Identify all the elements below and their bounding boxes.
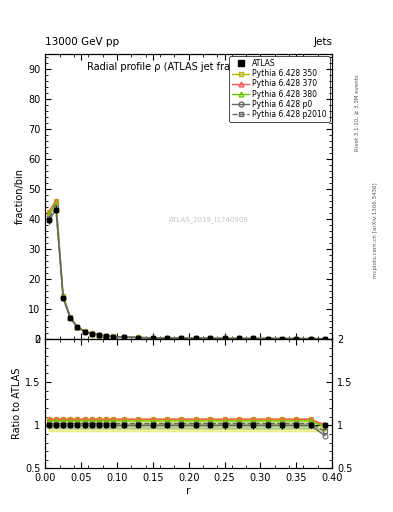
Text: Radial profile ρ (ATLAS jet fragmentation): Radial profile ρ (ATLAS jet fragmentatio… [87,62,290,72]
Text: mcplots.cern.ch [arXiv:1306.3436]: mcplots.cern.ch [arXiv:1306.3436] [373,183,378,278]
Text: 13000 GeV pp: 13000 GeV pp [45,37,119,47]
Y-axis label: Ratio to ATLAS: Ratio to ATLAS [12,368,22,439]
Legend: ATLAS, Pythia 6.428 350, Pythia 6.428 370, Pythia 6.428 380, Pythia 6.428 p0, Py: ATLAS, Pythia 6.428 350, Pythia 6.428 37… [229,56,330,122]
Y-axis label: fraction/bin: fraction/bin [15,168,25,224]
Text: Rivet 3.1.10, ≥ 3.3M events: Rivet 3.1.10, ≥ 3.3M events [355,74,360,151]
Text: ATLAS_2019_I1740909: ATLAS_2019_I1740909 [169,216,249,223]
Text: Jets: Jets [313,37,332,47]
X-axis label: r: r [186,486,191,496]
